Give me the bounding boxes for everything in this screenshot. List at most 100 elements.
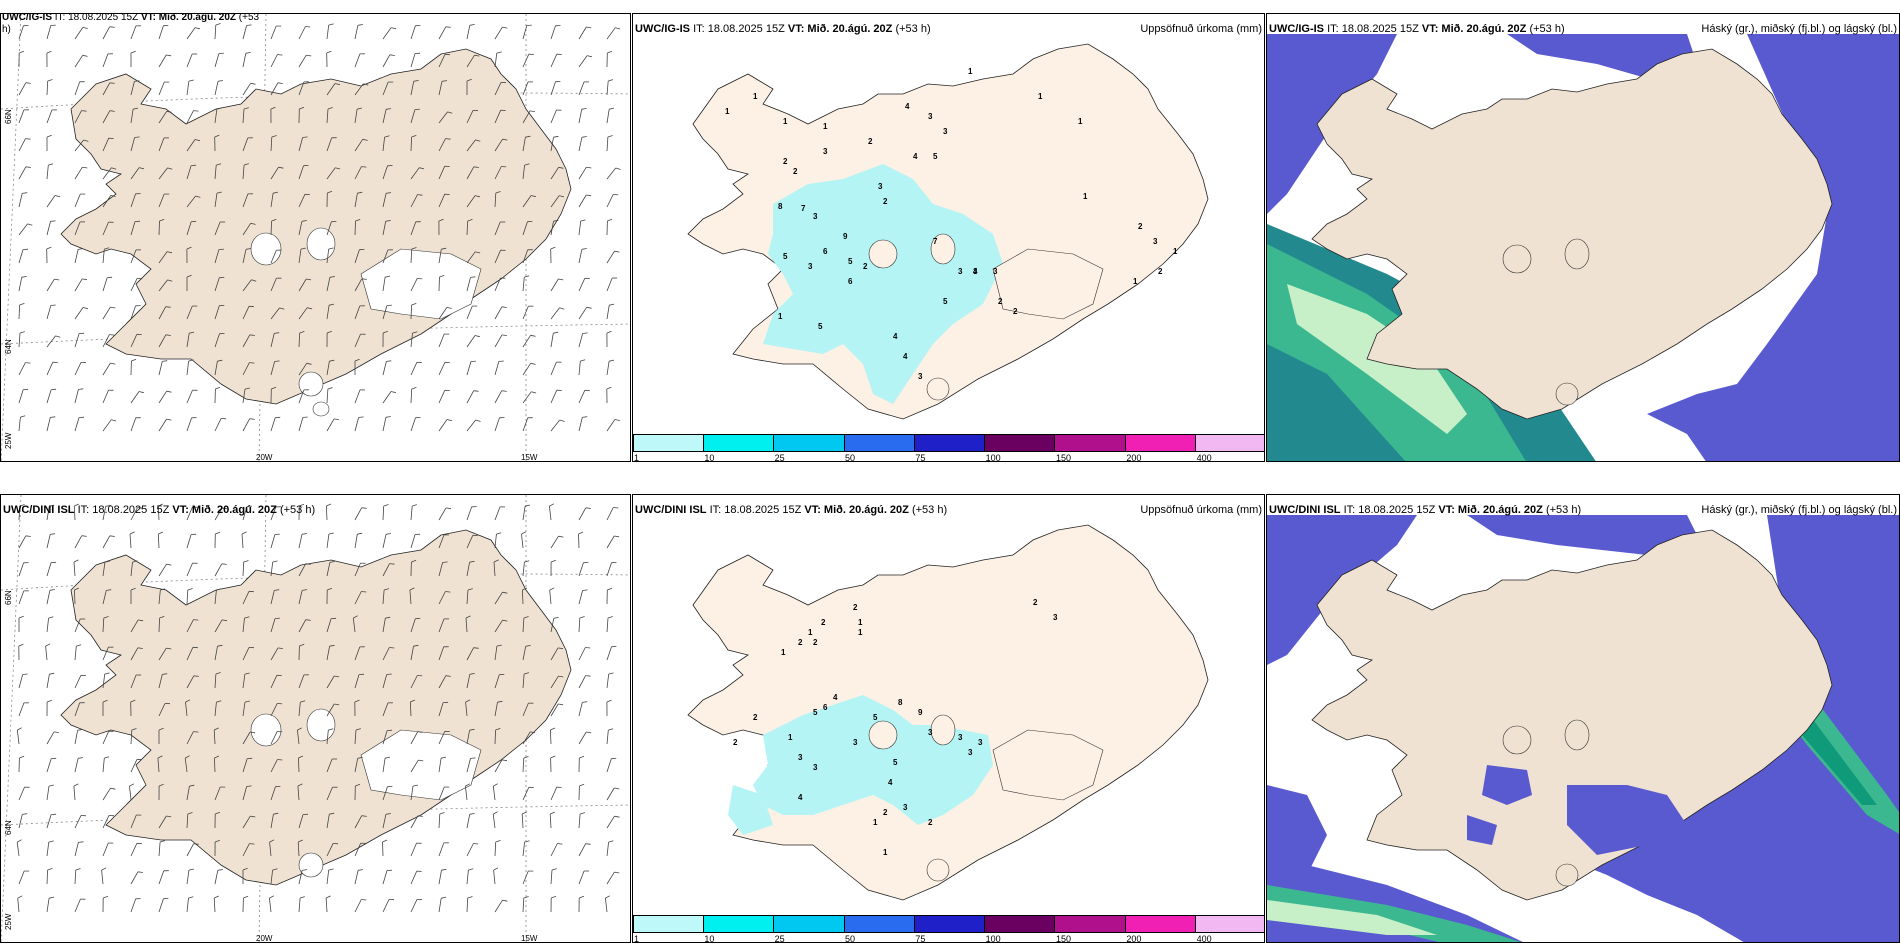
wind-barb <box>214 305 220 320</box>
wind-barb <box>410 194 418 208</box>
wind-barb <box>410 167 420 180</box>
wind-barb-feather <box>271 219 277 222</box>
wind-barb-feather <box>524 840 530 843</box>
wind-barb-feather <box>269 839 275 843</box>
wind-barb <box>578 194 587 208</box>
wind-lead-bottom: (+53 h) <box>279 504 316 516</box>
wind-barb <box>298 194 306 208</box>
precip-map-panel-bottom: UWC/DINI ISL IT: 18.08.2025 15Z VT: Mið.… <box>632 494 1265 943</box>
colorbar-swatch <box>1055 916 1126 932</box>
wind-barb-feather <box>193 675 199 677</box>
colorbar-tick-label: 50 <box>845 934 856 943</box>
wind-barb-feather <box>159 616 165 619</box>
wind-barb-feather <box>469 728 475 731</box>
wind-barb-feather <box>216 107 222 110</box>
wind-barb <box>382 589 385 605</box>
wind-barb <box>18 332 21 348</box>
wind-barb-feather <box>189 331 195 334</box>
wind-barb <box>102 535 111 549</box>
cloud-it-top: IT: 18.08.2025 15Z <box>1327 23 1419 35</box>
wind-barb <box>46 674 50 689</box>
wind-barb <box>46 195 56 208</box>
wind-barb <box>46 506 50 521</box>
wind-barb-feather <box>385 813 391 815</box>
wind-barb-feather <box>109 334 115 336</box>
wind-barb <box>326 814 330 829</box>
wind-barb <box>46 25 52 40</box>
precip-value-label: 3 <box>808 262 813 271</box>
precip-lead-bottom: (+53 h) <box>911 504 948 516</box>
wind-barb-feather <box>76 644 82 647</box>
wind-barb-feather <box>529 110 535 112</box>
wind-barb <box>186 675 195 689</box>
wind-barb-feather <box>523 756 529 759</box>
wind-barb <box>102 53 109 68</box>
wind-barb-feather <box>214 755 220 759</box>
wind-barb <box>578 813 581 829</box>
wind-barb <box>410 675 418 689</box>
wind-barb-feather <box>411 135 417 138</box>
wind-barb <box>466 251 476 264</box>
wind-barb-feather <box>608 672 614 675</box>
precip-value-label: 1 <box>883 848 888 857</box>
wind-barb <box>494 591 503 605</box>
wind-barb-feather <box>189 784 195 787</box>
wind-barb <box>466 897 469 913</box>
wind-barb <box>522 25 528 40</box>
wind-barb <box>466 730 470 745</box>
wind-barb-feather <box>418 759 424 762</box>
wind-barb-feather <box>473 390 479 392</box>
wind-barb-feather <box>465 699 471 703</box>
wind-barb-feather <box>271 135 277 138</box>
wind-barb-feather <box>587 55 592 58</box>
wind-barb <box>606 674 610 689</box>
wind-barb <box>46 562 52 577</box>
precip-value-label: 1 <box>858 618 863 627</box>
wind-barb <box>466 305 473 320</box>
wind-barb-feather <box>298 839 303 843</box>
precip-value-label: 3 <box>823 147 828 156</box>
wind-barb-feather <box>329 644 335 647</box>
wind-barb-feather <box>25 82 31 84</box>
wind-barbs-bottom <box>16 503 620 913</box>
wind-barb <box>158 81 165 96</box>
wind-barb <box>466 166 475 180</box>
wind-barb-feather <box>417 194 423 196</box>
precip-value-label: 4 <box>833 693 838 702</box>
wind-barb <box>578 843 586 857</box>
wind-barb <box>186 81 190 96</box>
precip-value-label: 2 <box>868 137 873 146</box>
cloud-map-panel-bottom: UWC/DINI ISL IT: 18.08.2025 15Z VT: Mið.… <box>1266 494 1900 943</box>
wind-barb <box>382 505 385 521</box>
wind-barb-feather <box>19 504 25 507</box>
wind-barb-feather <box>357 107 362 110</box>
wind-barb-feather <box>110 195 116 197</box>
wind-barb-feather <box>299 106 305 110</box>
wind-barb <box>354 109 358 124</box>
wind-barb <box>410 136 412 152</box>
wind-barb <box>242 137 249 152</box>
wind-barb-feather <box>74 587 80 591</box>
wind-barb-feather <box>385 220 391 222</box>
wind-barb <box>550 221 554 236</box>
wind-barb <box>522 165 525 180</box>
wind-barb <box>354 674 360 689</box>
wind-barb <box>382 730 388 745</box>
precip-it-top: IT: 18.08.2025 15Z <box>693 23 785 35</box>
wind-barb-feather <box>104 756 110 759</box>
wind-barb-feather <box>586 166 592 169</box>
wind-barb-feather <box>221 619 228 622</box>
wind-barb <box>606 361 610 376</box>
wind-barb <box>550 869 553 885</box>
wind-barb-feather <box>325 895 331 899</box>
wind-barb <box>326 870 330 885</box>
wind-barb <box>158 111 168 124</box>
wind-barb-feather <box>549 503 555 507</box>
wind-barb-feather <box>468 868 474 871</box>
wind-barb-feather <box>55 335 61 338</box>
wind-barb-feather <box>19 50 25 54</box>
colorbar-swatch <box>844 435 915 451</box>
cloud-model-top: UWC/IG-IS <box>1269 23 1324 35</box>
cloud-panel-title-bottom: UWC/DINI ISL IT: 18.08.2025 15Z VT: Mið.… <box>1269 504 1581 516</box>
wind-barb <box>46 221 51 236</box>
